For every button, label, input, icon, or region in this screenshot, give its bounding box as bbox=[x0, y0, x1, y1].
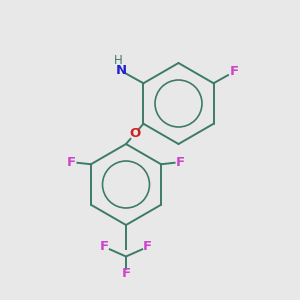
Text: F: F bbox=[176, 156, 185, 169]
Text: F: F bbox=[67, 156, 76, 169]
Text: H: H bbox=[114, 53, 123, 67]
Text: F: F bbox=[230, 65, 239, 78]
Text: F: F bbox=[122, 267, 130, 280]
Text: F: F bbox=[143, 240, 152, 254]
Text: O: O bbox=[129, 128, 140, 140]
Text: F: F bbox=[100, 240, 109, 254]
Text: N: N bbox=[116, 64, 127, 77]
